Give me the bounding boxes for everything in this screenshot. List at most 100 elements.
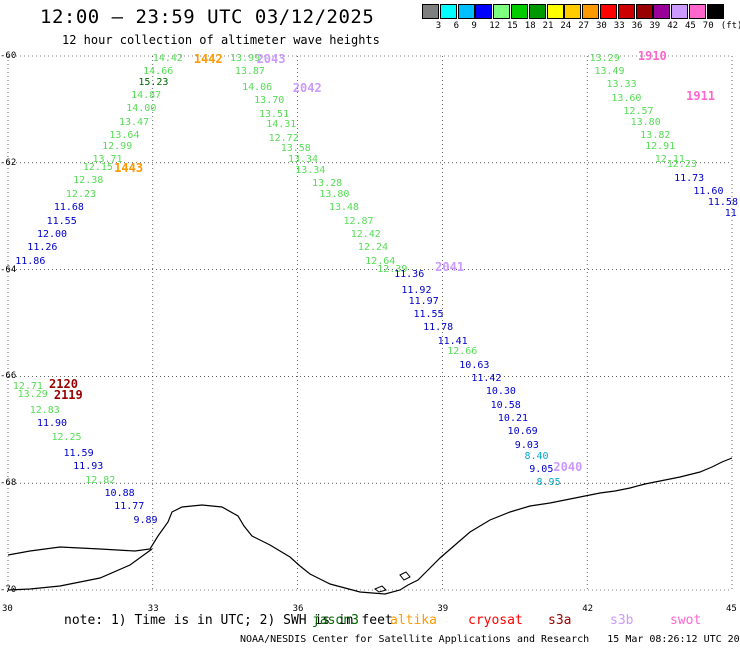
wave-height-value: 12.87 <box>343 215 374 227</box>
wave-height-value: 12.66 <box>447 346 478 358</box>
wave-height-value: 8.40 <box>524 450 549 462</box>
wave-height-value: 13.49 <box>594 66 625 78</box>
wave-height-value: 12.82 <box>85 474 116 486</box>
wave-height-value: 13.60 <box>611 92 642 104</box>
lat-label: -64 <box>0 264 17 275</box>
wave-height-value: 15.23 <box>138 76 169 88</box>
wave-height-value: 9.89 <box>133 514 158 526</box>
wave-height-value: 11.36 <box>394 268 425 280</box>
legend-swatch <box>671 4 689 19</box>
wave-height-value: 11.86 <box>15 255 46 267</box>
wave-height-value: 12.24 <box>357 242 389 254</box>
wave-height-value: 11.42 <box>471 373 502 385</box>
wave-height-value: 11.97 <box>408 295 439 307</box>
pass-number-label: 1443 <box>114 161 144 176</box>
legend-swatch <box>511 4 528 19</box>
legend-swatch <box>457 4 475 19</box>
wave-height-value: 13.34 <box>287 154 319 166</box>
coastline <box>7 457 733 595</box>
legend-label: 18 <box>524 21 536 31</box>
island <box>374 585 387 593</box>
lon-label: 36 <box>292 604 304 614</box>
wave-height-value: 11.26 <box>27 242 58 254</box>
legend-label: 9 <box>471 21 477 31</box>
pass-number-label: 1910 <box>637 49 667 63</box>
legend-label: 45 <box>685 21 696 31</box>
pass-number-label: 2040 <box>553 460 583 475</box>
wave-height-value: 12.71 <box>12 381 43 393</box>
wave-height-value: 11.93 <box>73 461 104 473</box>
wave-height-value: 14.31 <box>266 119 297 131</box>
wave-height-value: 13.64 <box>109 130 140 142</box>
wave-height-value: 10.58 <box>490 399 521 411</box>
legend-label: 24 <box>560 21 572 31</box>
wave-height-value: 10.21 <box>497 413 529 425</box>
legend-swatch <box>422 4 439 19</box>
lat-label: -68 <box>0 478 17 489</box>
legend-swatch <box>546 4 564 19</box>
legend-swatch <box>439 4 457 19</box>
mission-label: altika <box>390 613 437 628</box>
legend-label: 70 <box>702 21 714 31</box>
map-subtitle: 12 hour collection of altimeter wave hei… <box>62 33 380 47</box>
pass-number-label: 1911 <box>686 89 716 104</box>
wave-height-value: 13.28 <box>312 178 343 190</box>
legend-label: 3 <box>435 21 442 31</box>
wave-height-value: 11.60 <box>693 186 724 198</box>
footer-credit: NOAA/NESDIS Center for Satellite Applica… <box>240 634 740 645</box>
legend-swatch <box>635 4 653 19</box>
wave-height-value: 13.29 <box>17 389 48 401</box>
mission-label: cryosat <box>468 613 523 628</box>
legend-swatch <box>493 4 511 19</box>
wave-height-value: 13.70 <box>254 95 285 107</box>
legend-label: 6 <box>453 21 460 31</box>
wave-height-value: 11.41 <box>437 335 468 347</box>
legend-label: 33 <box>613 21 625 31</box>
lon-label: 33 <box>147 604 159 614</box>
lat-label: -66 <box>0 371 17 382</box>
pass-number-label: 2119 <box>53 388 83 403</box>
wave-height-value: 11.68 <box>53 202 84 214</box>
wave-height-value: 12.00 <box>36 228 68 240</box>
wave-height-value: 13.87 <box>234 66 265 78</box>
wave-height-value: 13.80 <box>319 188 350 200</box>
mission-label: swot <box>670 613 702 628</box>
wave-height-value: 12.64 <box>365 255 396 267</box>
island <box>399 571 411 581</box>
wave-height-value: 13.58 <box>280 143 311 155</box>
wave-height-value: 12.38 <box>73 175 104 187</box>
lat-label: -70 <box>0 585 17 595</box>
legend-swatch <box>617 4 635 19</box>
wave-height-value: 12.39 <box>377 263 408 275</box>
wave-height-value: 14.42 <box>152 52 183 64</box>
lon-label: 30 <box>2 604 13 614</box>
legend-label: 42 <box>667 21 679 31</box>
wave-height-value: 11.90 <box>36 418 68 430</box>
wave-height-value: 11.59 <box>63 447 94 459</box>
wave-height-value: 11.92 <box>401 284 432 296</box>
pass-number-label: 2120 <box>49 377 78 392</box>
pass-number-label: 2042 <box>292 81 322 96</box>
wave-height-value: 11.58 <box>707 196 738 208</box>
wave-height-value: 13.29 <box>589 52 620 64</box>
wave-height-value: 10.69 <box>507 426 538 438</box>
wave-height-value: 12.15 <box>82 162 113 174</box>
wave-height-value: 11 <box>724 207 737 219</box>
pass-number-label: 1442 <box>193 51 223 66</box>
wave-height-value: 12.42 <box>350 228 381 240</box>
legend-label: 39 <box>649 21 661 31</box>
pass-number-label: 2043 <box>256 51 286 66</box>
wave-height-value: 12.83 <box>29 405 60 417</box>
wave-height-value: 12.23 <box>65 188 97 200</box>
pass-number-label: 2041 <box>435 259 465 274</box>
legend-label: 15 <box>507 21 518 31</box>
mission-label: jason3 <box>312 613 359 628</box>
wave-height-value: 13.34 <box>295 164 326 176</box>
wave-height-value: 12.99 <box>102 140 133 152</box>
wave-height-value: 12.91 <box>645 140 676 152</box>
note-text: note: 1) Time is in UTC; 2) SWH is in fe… <box>64 613 393 628</box>
lon-label: 42 <box>582 604 594 614</box>
graticule <box>7 55 733 591</box>
lat-label: -60 <box>0 51 17 61</box>
wave-height-value: 9.03 <box>514 439 539 451</box>
